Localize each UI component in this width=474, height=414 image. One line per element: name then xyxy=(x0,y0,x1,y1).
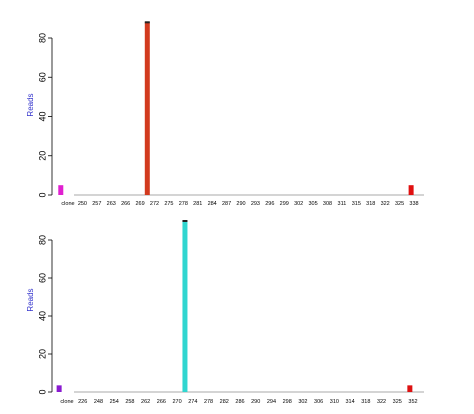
category-label-2-7: 270 xyxy=(172,399,181,405)
category-label-2-18: 314 xyxy=(345,399,354,405)
category-label-2-3: 254 xyxy=(110,399,119,405)
category-label-1-16: 302 xyxy=(294,201,303,207)
y-axis-label-1: Reads xyxy=(26,93,35,116)
bar-2-0 xyxy=(56,385,62,392)
category-label-2-9: 278 xyxy=(204,399,213,405)
bar-2-1 xyxy=(182,221,188,392)
category-label-1-4: 266 xyxy=(121,201,130,207)
category-label-2-10: 282 xyxy=(220,399,229,405)
category-label-1-17: 305 xyxy=(308,201,317,207)
category-label-1-6: 272 xyxy=(150,201,159,207)
y-tick-label-2-60: 60 xyxy=(37,273,47,283)
category-label-1-20: 315 xyxy=(352,201,361,207)
y-tick-label-2-80: 80 xyxy=(37,235,47,245)
category-label-2-2: 248 xyxy=(94,399,103,405)
bar-1-0 xyxy=(58,185,64,195)
category-label-1-5: 269 xyxy=(135,201,144,207)
bar-cap-1-1 xyxy=(144,21,150,24)
category-label-1-9: 281 xyxy=(193,201,202,207)
category-label-1-13: 293 xyxy=(251,201,260,207)
category-label-1-23: 325 xyxy=(395,201,404,207)
category-label-1-2: 257 xyxy=(92,201,101,207)
category-label-2-17: 310 xyxy=(330,399,339,405)
category-label-1-14: 296 xyxy=(265,201,274,207)
category-label-2-14: 298 xyxy=(283,399,292,405)
category-label-2-19: 318 xyxy=(361,399,370,405)
category-label-2-22: 352 xyxy=(408,399,417,405)
category-label-2-0: clone xyxy=(60,399,73,405)
category-label-2-13: 294 xyxy=(267,399,276,405)
bar-cap-2-1 xyxy=(182,220,188,222)
category-label-2-1: 226 xyxy=(78,399,87,405)
y-tick-label-1-40: 40 xyxy=(37,111,47,121)
category-label-1-1: 250 xyxy=(78,201,87,207)
category-label-2-11: 286 xyxy=(235,399,244,405)
category-label-1-8: 278 xyxy=(179,201,188,207)
category-label-2-5: 262 xyxy=(141,399,150,405)
category-label-1-11: 287 xyxy=(222,201,231,207)
bar-2-2 xyxy=(407,385,413,392)
bar-1-2 xyxy=(408,185,414,195)
category-label-1-7: 275 xyxy=(164,201,173,207)
category-label-2-20: 322 xyxy=(377,399,386,405)
category-label-1-24: 338 xyxy=(409,201,418,207)
y-tick-label-1-80: 80 xyxy=(37,33,47,43)
category-label-1-15: 299 xyxy=(280,201,289,207)
y-tick-label-2-40: 40 xyxy=(37,311,47,321)
category-label-1-19: 311 xyxy=(338,201,347,207)
category-label-1-21: 318 xyxy=(366,201,375,207)
category-label-2-8: 274 xyxy=(188,399,197,405)
category-label-2-12: 290 xyxy=(251,399,260,405)
bar-1-1 xyxy=(144,22,150,195)
category-label-2-21: 325 xyxy=(393,399,402,405)
category-label-1-18: 308 xyxy=(323,201,332,207)
category-label-1-0: clone xyxy=(61,201,74,207)
category-label-2-6: 266 xyxy=(157,399,166,405)
category-label-2-4: 258 xyxy=(125,399,134,405)
category-label-1-3: 263 xyxy=(107,201,116,207)
y-tick-label-2-20: 20 xyxy=(37,349,47,359)
y-tick-label-1-0: 0 xyxy=(37,192,47,197)
y-axis-label-2: Reads xyxy=(26,288,35,311)
category-label-2-15: 302 xyxy=(298,399,307,405)
category-label-1-22: 322 xyxy=(381,201,390,207)
y-tick-label-2-0: 0 xyxy=(37,389,47,394)
category-label-2-16: 306 xyxy=(314,399,323,405)
y-tick-label-1-20: 20 xyxy=(37,151,47,161)
y-tick-label-1-60: 60 xyxy=(37,72,47,82)
category-label-1-12: 290 xyxy=(236,201,245,207)
category-label-1-10: 284 xyxy=(208,201,217,207)
